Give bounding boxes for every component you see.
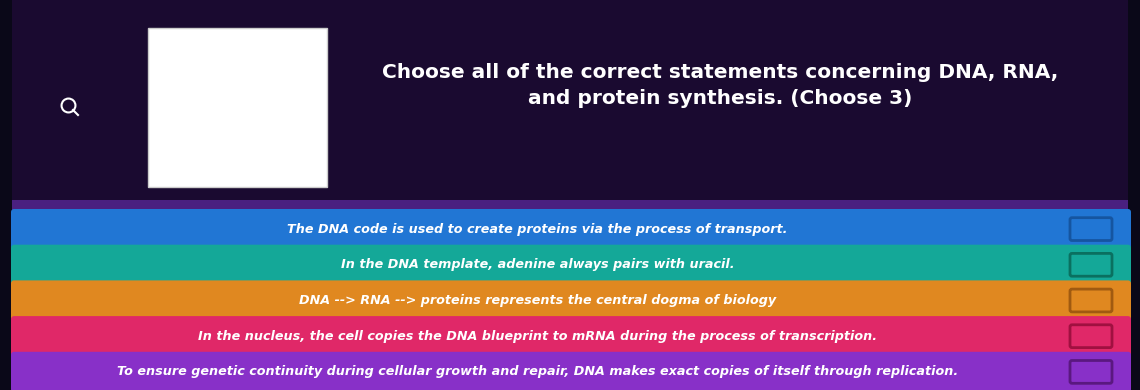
FancyBboxPatch shape [1070,289,1112,312]
Text: Choose all of the correct statements concerning DNA, RNA,: Choose all of the correct statements con… [382,62,1058,82]
Bar [0,200,1140,212]
FancyBboxPatch shape [11,284,1131,324]
Text: and protein synthesis. (Choose 3): and protein synthesis. (Choose 3) [528,89,912,108]
FancyBboxPatch shape [11,249,1131,289]
FancyBboxPatch shape [11,209,1131,249]
Text: In the DNA template, adenine always pairs with uracil.: In the DNA template, adenine always pair… [341,258,734,271]
Bar [0,0,13,390]
Bar [1127,0,1140,390]
FancyBboxPatch shape [11,316,1131,356]
FancyBboxPatch shape [148,28,327,187]
FancyBboxPatch shape [1070,325,1112,347]
FancyBboxPatch shape [11,352,1131,390]
FancyBboxPatch shape [11,356,1131,390]
Bar [0,0,1140,205]
FancyBboxPatch shape [11,213,1131,253]
Text: In the nucleus, the cell copies the DNA blueprint to mRNA during the process of : In the nucleus, the cell copies the DNA … [198,330,877,343]
Text: The DNA code is used to create proteins via the process of transport.: The DNA code is used to create proteins … [287,223,788,236]
FancyBboxPatch shape [11,245,1131,285]
Text: To ensure genetic continuity during cellular growth and repair, DNA makes exact : To ensure genetic continuity during cell… [117,365,959,378]
Text: DNA --> RNA --> proteins represents the central dogma of biology: DNA --> RNA --> proteins represents the … [299,294,776,307]
FancyBboxPatch shape [11,320,1131,360]
FancyBboxPatch shape [11,280,1131,321]
FancyBboxPatch shape [1070,254,1112,276]
FancyBboxPatch shape [1070,360,1112,383]
FancyBboxPatch shape [1070,218,1112,241]
